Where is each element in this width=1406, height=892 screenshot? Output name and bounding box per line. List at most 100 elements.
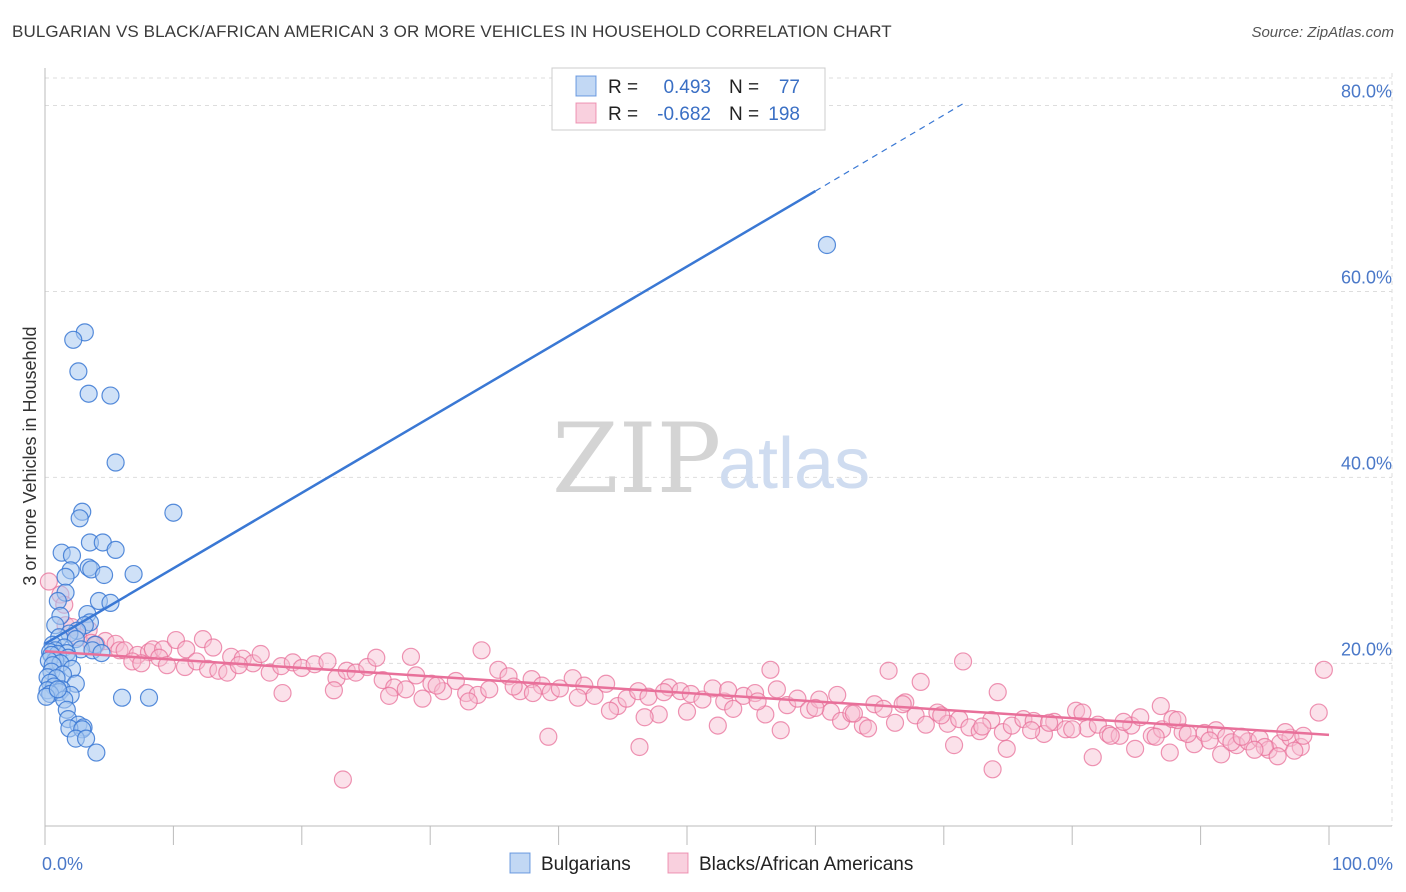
data-point-bulgarians bbox=[124, 564, 143, 584]
data-point-blacks bbox=[396, 680, 415, 699]
series-bulgarians-points bbox=[37, 235, 837, 762]
data-point-blacks bbox=[982, 710, 1001, 730]
y-tick-label: 60.0% bbox=[1341, 267, 1392, 287]
data-point-blacks bbox=[806, 698, 825, 718]
data-point-blacks bbox=[635, 708, 654, 727]
data-point-blacks bbox=[916, 715, 935, 734]
data-point-blacks bbox=[973, 717, 992, 736]
x-tick-labels: 0.0% 100.0% bbox=[42, 854, 1393, 874]
data-point-blacks bbox=[480, 680, 499, 699]
legend-n-value: 198 bbox=[768, 104, 800, 125]
data-point-blacks bbox=[177, 640, 196, 659]
data-point-blacks bbox=[844, 704, 864, 723]
data-point-blacks bbox=[703, 679, 722, 698]
data-point-blacks bbox=[1222, 733, 1241, 752]
legend-swatch-blacks bbox=[575, 102, 597, 124]
data-point-blacks bbox=[401, 647, 421, 666]
data-point-blacks bbox=[539, 727, 558, 746]
trend-line-bulgarians bbox=[44, 189, 817, 645]
y-axis-label: 3 or more Vehicles in Household bbox=[20, 326, 40, 585]
data-point-blacks bbox=[748, 692, 767, 711]
data-point-blacks bbox=[1294, 726, 1313, 745]
correlation-legend: R = 0.493 N = 77 R = -0.682 N = 198 bbox=[551, 67, 826, 131]
series-blacks-points bbox=[39, 572, 1333, 789]
data-point-blacks bbox=[960, 718, 979, 737]
data-point-bulgarians bbox=[64, 330, 83, 349]
data-point-bulgarians bbox=[92, 643, 111, 663]
data-point-blacks bbox=[472, 641, 491, 660]
legend-n-label: N = bbox=[729, 77, 759, 98]
data-point-blacks bbox=[260, 663, 279, 682]
data-point-blacks bbox=[1245, 740, 1264, 759]
chart-title: BULGARIAN VS BLACK/AFRICAN AMERICAN 3 OR… bbox=[12, 22, 892, 41]
bottom-legend-label-bulgarians: Bulgarians bbox=[541, 854, 631, 875]
data-point-blacks bbox=[1255, 737, 1274, 757]
data-point-blacks bbox=[1101, 726, 1120, 745]
data-point-bulgarians bbox=[69, 362, 88, 381]
data-point-blacks bbox=[1185, 735, 1204, 754]
data-point-bulgarians bbox=[101, 386, 120, 405]
data-point-blacks bbox=[874, 699, 893, 718]
data-point-blacks bbox=[1056, 720, 1075, 739]
data-point-blacks bbox=[600, 701, 620, 720]
y-tick-label: 40.0% bbox=[1341, 453, 1392, 473]
data-point-bulgarians bbox=[817, 235, 837, 255]
data-point-blacks bbox=[1022, 721, 1041, 740]
data-point-blacks bbox=[489, 660, 508, 679]
data-point-blacks bbox=[997, 739, 1016, 758]
data-point-blacks bbox=[944, 736, 964, 755]
x-tick-label-right: 100.0% bbox=[1332, 854, 1393, 874]
data-point-bulgarians bbox=[48, 680, 67, 699]
data-point-blacks bbox=[853, 716, 873, 735]
data-point-blacks bbox=[1083, 748, 1102, 767]
data-point-bulgarians bbox=[112, 688, 132, 707]
data-point-bulgarians bbox=[56, 567, 75, 586]
data-point-blacks bbox=[630, 737, 649, 757]
data-point-blacks bbox=[318, 652, 337, 671]
data-point-bulgarians bbox=[106, 540, 125, 560]
data-point-blacks bbox=[1160, 743, 1179, 762]
trend-line-blacks bbox=[44, 649, 1330, 737]
legend-n-label: N = bbox=[729, 104, 759, 125]
data-point-blacks bbox=[367, 648, 386, 667]
y-tick-label: 20.0% bbox=[1341, 639, 1392, 659]
data-point-bulgarians bbox=[94, 565, 114, 585]
data-point-blacks bbox=[953, 652, 973, 671]
data-point-bulgarians bbox=[48, 591, 67, 611]
legend-r-label: R = bbox=[608, 77, 638, 98]
data-point-blacks bbox=[132, 654, 151, 673]
data-point-blacks bbox=[885, 713, 905, 732]
data-point-blacks bbox=[893, 695, 912, 714]
data-point-blacks bbox=[828, 685, 847, 705]
watermark-atlas: atlas bbox=[718, 424, 870, 504]
data-point-blacks bbox=[1073, 703, 1092, 722]
data-point-blacks bbox=[1314, 660, 1333, 679]
data-point-bulgarians bbox=[79, 384, 98, 403]
data-point-blacks bbox=[157, 656, 177, 675]
bottom-legend-label-blacks: Blacks/African Americans bbox=[699, 854, 913, 875]
data-point-blacks bbox=[1002, 716, 1021, 735]
data-point-blacks bbox=[333, 770, 352, 789]
data-point-blacks bbox=[39, 572, 58, 591]
data-point-blacks bbox=[1099, 724, 1118, 744]
trend-lines bbox=[44, 103, 1330, 737]
data-point-blacks bbox=[724, 699, 743, 718]
data-point-blacks bbox=[879, 661, 898, 680]
legend-n-value: 77 bbox=[779, 77, 800, 98]
data-point-bulgarians bbox=[87, 743, 106, 762]
data-point-blacks bbox=[761, 660, 780, 679]
data-point-blacks bbox=[1285, 741, 1304, 760]
data-point-blacks bbox=[983, 760, 1002, 779]
watermark: ZIP atlas bbox=[552, 403, 870, 515]
data-point-blacks bbox=[273, 683, 292, 703]
data-point-blacks bbox=[175, 657, 195, 677]
bottom-legend-swatch-blacks bbox=[667, 852, 689, 874]
bottom-legend-swatch-bulgarians bbox=[509, 852, 531, 874]
gridlines bbox=[45, 73, 1393, 826]
data-point-blacks bbox=[324, 681, 343, 700]
trend-line-bulgarians-extension bbox=[815, 103, 964, 192]
data-point-blacks bbox=[649, 705, 668, 724]
data-point-blacks bbox=[858, 719, 878, 738]
series-legend: Bulgarians Blacks/African Americans bbox=[509, 852, 913, 875]
